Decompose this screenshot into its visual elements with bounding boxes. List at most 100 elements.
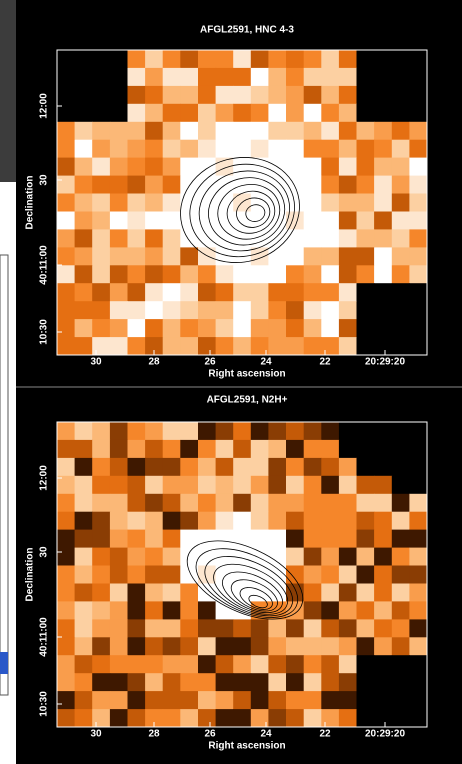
x-tick-label: 22 [319,729,331,740]
pixel [321,86,339,104]
pixel [374,319,392,337]
pixel [163,247,181,265]
pixel [357,530,375,548]
pixel [180,247,198,265]
pixel [57,104,75,122]
pixel [268,422,286,440]
pixel [304,122,322,140]
pixel [180,176,198,194]
pixel [286,50,304,68]
pixel [286,422,304,440]
pixel [216,637,234,655]
pixel [216,50,234,68]
pixel [57,265,75,283]
pixel [57,458,75,476]
pixel [145,283,163,301]
pixel [268,530,286,548]
pixel [392,176,410,194]
pixel [409,122,427,140]
pixel [321,476,339,494]
pixel [163,86,181,104]
pixel [57,140,75,158]
pixel [75,584,93,602]
pixel [110,673,128,691]
pixel [286,158,304,176]
pixel [216,122,234,140]
pixel [357,548,375,566]
pixel [374,548,392,566]
pixel [251,68,269,86]
pixel [304,140,322,158]
pixel [180,265,198,283]
pixel [304,440,322,458]
pixel [163,530,181,548]
x-tick-label: 30 [90,357,102,368]
pixel [409,476,427,494]
pixel [321,212,339,230]
pixel [92,122,110,140]
pixel [339,194,357,212]
pixel [304,176,322,194]
pixel [198,68,216,86]
pixel [304,673,322,691]
pixel [198,229,216,247]
pixel [145,319,163,337]
pixel [57,194,75,212]
pixel [75,158,93,176]
pixel [304,637,322,655]
pixel [339,691,357,709]
pixel [321,691,339,709]
pixel [392,440,410,458]
pixel [392,691,410,709]
pixel [75,655,93,673]
pixel [321,548,339,566]
pixel [198,458,216,476]
panel-title: AFGL2591, HNC 4-3 [200,25,294,36]
pixel [92,50,110,68]
pixel [233,458,251,476]
pixel [304,301,322,319]
pixel [357,337,375,355]
pixel [128,50,146,68]
pixel [198,548,216,566]
y-tick-label: 30 [39,546,50,558]
pixel [110,619,128,637]
pixel [75,301,93,319]
pixel [286,476,304,494]
pixel [321,673,339,691]
pixel [92,566,110,584]
pixel [374,512,392,530]
pixel [251,319,269,337]
pixel [321,512,339,530]
pixel [251,691,269,709]
pixel [357,637,375,655]
pixel [268,140,286,158]
pixel [198,476,216,494]
pixel [392,247,410,265]
pixel [321,440,339,458]
pixel [409,50,427,68]
pixel [163,422,181,440]
pixel [409,601,427,619]
pixel [145,691,163,709]
pixel [110,601,128,619]
x-axis-label: Right ascension [208,369,285,380]
pixel [409,458,427,476]
pixel [374,530,392,548]
pixel [251,50,269,68]
pixel [163,212,181,230]
pixel [57,86,75,104]
pixel [216,319,234,337]
pixel [110,458,128,476]
pixel [75,530,93,548]
pixel [374,301,392,319]
pixel [233,319,251,337]
pixel [92,530,110,548]
pixel [180,158,198,176]
pixel [392,140,410,158]
pixel [392,709,410,727]
pixel [409,86,427,104]
pixel [180,476,198,494]
pixel [339,673,357,691]
panel-title: AFGL2591, N2H+ [207,395,288,406]
